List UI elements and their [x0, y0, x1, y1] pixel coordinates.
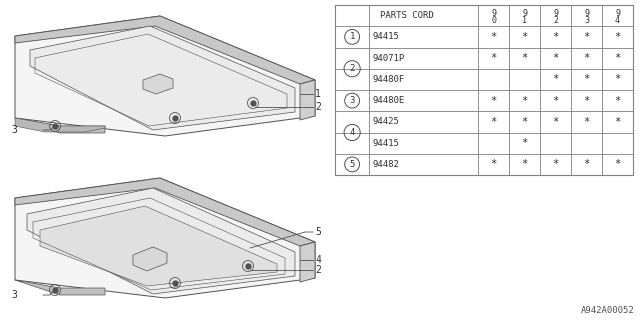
Text: 94071P: 94071P — [372, 54, 404, 63]
Text: *: * — [522, 159, 527, 169]
Polygon shape — [133, 247, 167, 271]
Text: 94425: 94425 — [372, 117, 399, 126]
Text: 2: 2 — [553, 16, 558, 25]
Text: A942A00052: A942A00052 — [581, 306, 635, 315]
Text: *: * — [522, 96, 527, 106]
Text: *: * — [490, 117, 497, 127]
Polygon shape — [15, 118, 105, 133]
Polygon shape — [15, 178, 315, 298]
Text: *: * — [552, 74, 559, 84]
Text: *: * — [490, 159, 497, 169]
Polygon shape — [15, 280, 105, 295]
Text: *: * — [490, 96, 497, 106]
Text: *: * — [614, 96, 621, 106]
Text: 2: 2 — [349, 64, 355, 73]
Polygon shape — [15, 118, 105, 132]
Text: 9: 9 — [615, 9, 620, 18]
Text: *: * — [584, 74, 589, 84]
Text: 1: 1 — [315, 89, 321, 99]
Text: *: * — [522, 138, 527, 148]
Polygon shape — [300, 242, 315, 282]
Polygon shape — [15, 16, 315, 136]
Text: 94415: 94415 — [372, 139, 399, 148]
Text: *: * — [614, 159, 621, 169]
Text: 3: 3 — [11, 290, 17, 300]
Text: *: * — [584, 53, 589, 63]
Text: 0: 0 — [491, 16, 496, 25]
Polygon shape — [15, 178, 315, 246]
Text: *: * — [490, 53, 497, 63]
Text: *: * — [522, 53, 527, 63]
Text: 2: 2 — [315, 102, 321, 112]
Text: 3: 3 — [11, 125, 17, 135]
Text: 94415: 94415 — [372, 32, 399, 41]
Text: *: * — [614, 53, 621, 63]
Text: *: * — [552, 53, 559, 63]
Text: *: * — [614, 117, 621, 127]
Text: 9: 9 — [522, 9, 527, 18]
Text: *: * — [490, 32, 497, 42]
Text: *: * — [552, 117, 559, 127]
Text: 9: 9 — [553, 9, 558, 18]
Bar — [335, 5, 633, 175]
Text: 4: 4 — [615, 16, 620, 25]
Text: *: * — [584, 159, 589, 169]
Polygon shape — [27, 188, 295, 294]
Text: *: * — [584, 117, 589, 127]
Text: 1: 1 — [522, 16, 527, 25]
Polygon shape — [40, 206, 277, 286]
Text: 5: 5 — [315, 227, 321, 237]
Polygon shape — [30, 26, 295, 130]
Text: 94480E: 94480E — [372, 96, 404, 105]
Text: 1: 1 — [349, 32, 355, 41]
Text: 2: 2 — [315, 265, 321, 275]
Text: *: * — [584, 32, 589, 42]
Text: 5: 5 — [349, 160, 355, 169]
Text: *: * — [614, 32, 621, 42]
Text: *: * — [614, 74, 621, 84]
Text: 4: 4 — [315, 255, 321, 265]
Polygon shape — [143, 74, 173, 94]
Text: 94480F: 94480F — [372, 75, 404, 84]
Text: *: * — [552, 96, 559, 106]
Text: *: * — [584, 96, 589, 106]
Text: 4: 4 — [349, 128, 355, 137]
Text: 3: 3 — [349, 96, 355, 105]
Text: *: * — [522, 32, 527, 42]
Text: *: * — [552, 32, 559, 42]
Text: 3: 3 — [584, 16, 589, 25]
Text: PARTS CORD: PARTS CORD — [380, 11, 433, 20]
Text: 94482: 94482 — [372, 160, 399, 169]
Text: *: * — [522, 117, 527, 127]
Polygon shape — [300, 80, 315, 120]
Polygon shape — [15, 16, 315, 84]
Text: 9: 9 — [584, 9, 589, 18]
Text: *: * — [552, 159, 559, 169]
Text: 9: 9 — [491, 9, 496, 18]
